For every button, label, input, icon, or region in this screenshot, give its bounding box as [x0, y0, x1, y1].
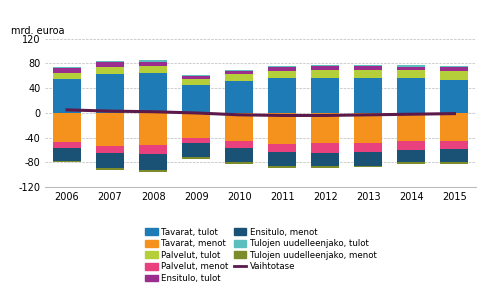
Bar — [397, 66, 425, 70]
Bar — [397, 113, 425, 141]
Bar — [311, 78, 339, 113]
Bar — [225, 74, 253, 81]
Bar — [355, 113, 382, 143]
Bar — [355, 152, 382, 165]
Bar — [182, 157, 210, 159]
Bar — [139, 62, 167, 66]
Bar — [268, 78, 296, 113]
Legend: Tavarat, tulot, Tavarat, menot, Palvelut, tulot, Palvelut, menot, Ensitulo, tulo: Tavarat, tulot, Tavarat, menot, Palvelut… — [141, 224, 380, 286]
Bar — [96, 67, 124, 74]
Bar — [440, 141, 468, 149]
Bar — [225, 162, 253, 164]
Bar — [53, 148, 81, 161]
Bar — [139, 60, 167, 62]
Bar — [311, 143, 339, 153]
Bar — [268, 67, 296, 71]
Bar — [440, 79, 468, 113]
Bar — [53, 73, 81, 79]
Bar — [311, 113, 339, 143]
Bar — [440, 66, 468, 67]
Bar — [182, 143, 210, 157]
Bar — [397, 162, 425, 164]
Bar — [440, 162, 468, 164]
Bar — [96, 74, 124, 113]
Bar — [311, 66, 339, 70]
Bar — [355, 143, 382, 152]
Bar — [139, 154, 167, 170]
Bar — [53, 161, 81, 162]
Bar — [53, 69, 81, 73]
Bar — [96, 146, 124, 153]
Bar — [182, 138, 210, 143]
Bar — [311, 65, 339, 66]
Bar — [225, 70, 253, 71]
Bar — [182, 75, 210, 76]
Bar — [355, 165, 382, 167]
Bar — [397, 65, 425, 66]
Bar — [53, 142, 81, 148]
Bar — [53, 79, 81, 113]
Bar — [182, 113, 210, 138]
Bar — [139, 113, 167, 145]
Bar — [397, 78, 425, 113]
Bar — [268, 144, 296, 152]
Bar — [225, 148, 253, 162]
Bar — [440, 71, 468, 79]
Bar — [139, 66, 167, 73]
Bar — [440, 67, 468, 71]
Bar — [182, 79, 210, 85]
Bar — [268, 152, 296, 166]
Bar — [440, 149, 468, 162]
Bar — [311, 153, 339, 166]
Bar — [139, 145, 167, 154]
Bar — [182, 85, 210, 113]
Bar — [96, 61, 124, 62]
Text: mrd. euroa: mrd. euroa — [11, 26, 64, 36]
Bar — [397, 141, 425, 150]
Bar — [355, 78, 382, 113]
Bar — [355, 66, 382, 70]
Bar — [311, 166, 339, 168]
Bar — [96, 153, 124, 168]
Bar — [268, 166, 296, 168]
Bar — [225, 113, 253, 141]
Bar — [96, 62, 124, 67]
Bar — [53, 113, 81, 142]
Bar — [225, 141, 253, 148]
Bar — [139, 170, 167, 172]
Bar — [139, 73, 167, 113]
Bar — [355, 65, 382, 66]
Bar — [182, 76, 210, 79]
Bar — [225, 81, 253, 113]
Bar — [96, 168, 124, 170]
Bar — [225, 71, 253, 74]
Bar — [397, 150, 425, 162]
Bar — [96, 113, 124, 146]
Bar — [440, 113, 468, 141]
Bar — [268, 71, 296, 78]
Bar — [311, 70, 339, 78]
Bar — [53, 67, 81, 69]
Bar — [268, 113, 296, 144]
Bar — [355, 70, 382, 78]
Bar — [268, 66, 296, 67]
Bar — [397, 70, 425, 78]
